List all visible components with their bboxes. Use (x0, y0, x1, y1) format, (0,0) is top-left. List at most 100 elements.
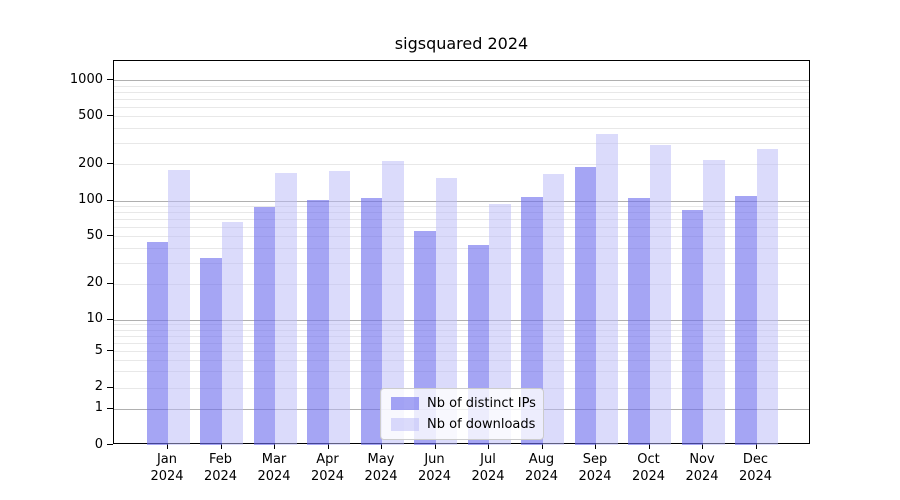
grid-line-minor (114, 226, 809, 228)
x-tick-label: Jul 2024 (471, 452, 505, 484)
y-tick (107, 163, 113, 165)
x-tick-label: Mar 2024 (257, 452, 291, 484)
bar-distinct-ips-nov (681, 209, 703, 445)
grid-line-minor (114, 205, 809, 207)
legend: Nb of distinct IPs Nb of downloads (380, 388, 544, 440)
x-tick-label: Oct 2024 (631, 452, 666, 484)
y-tick-label: 1 (94, 400, 103, 415)
bar-distinct-ips-jan (146, 241, 168, 445)
grid-line-minor (114, 218, 809, 220)
bar-downloads-dec (756, 148, 778, 445)
y-tick (107, 444, 113, 445)
x-tick (274, 444, 275, 449)
x-tick-label: Sep 2024 (578, 452, 612, 484)
bar-distinct-ips-dec (735, 195, 757, 445)
bar-downloads-mar (275, 172, 297, 445)
legend-swatch-downloads (391, 418, 419, 431)
y-tick (107, 115, 113, 117)
legend-label-distinct-ips: Nb of distinct IPs (427, 396, 536, 411)
y-tick-label: 500 (78, 107, 103, 123)
y-tick (107, 386, 113, 388)
x-tick (327, 444, 329, 449)
grid-line-minor (114, 236, 809, 238)
x-tick-label: Apr 2024 (310, 452, 345, 484)
y-tick (107, 318, 113, 320)
y-tick-label: 100 (78, 192, 103, 207)
grid-line-minor (114, 98, 809, 100)
x-tick-label: Aug 2024 (524, 452, 559, 484)
grid-line-major (114, 319, 809, 321)
y-tick-label: 1000 (69, 71, 103, 87)
chart-title: sigsquared 2024 (394, 34, 529, 53)
y-tick-label: 0 (94, 436, 103, 452)
grid-line-minor (114, 335, 809, 337)
legend-label-downloads: Nb of downloads (427, 417, 536, 432)
bar-distinct-ips-mar (253, 207, 275, 445)
x-tick (488, 444, 489, 449)
bar-distinct-ips-feb (200, 257, 222, 445)
grid-line-minor (114, 359, 809, 361)
grid-line-major (114, 80, 809, 81)
grid-line-minor (114, 342, 809, 344)
bar-distinct-ips-apr (307, 199, 329, 445)
x-tick-label: May 2024 (364, 452, 398, 484)
plot-area: Nb of distinct IPs Nb of downloads (113, 60, 810, 445)
y-tick-label: 2 (94, 379, 103, 394)
legend-item-downloads: Nb of downloads (391, 417, 536, 432)
bar-downloads-jun (435, 177, 457, 445)
y-tick-label: 20 (86, 275, 103, 291)
x-tick (167, 444, 168, 449)
bar-downloads-oct (649, 145, 671, 445)
bar-distinct-ips-sep (574, 167, 596, 445)
y-tick-label: 50 (86, 227, 103, 243)
grid-line-minor (114, 212, 809, 213)
x-tick (541, 444, 543, 449)
grid-line-minor (114, 324, 809, 326)
bar-downloads-feb (221, 222, 243, 445)
grid-line-major (114, 200, 809, 202)
y-tick (107, 350, 113, 351)
bar-downloads-apr (328, 170, 350, 445)
x-tick (702, 444, 703, 449)
bar-downloads-sep (596, 134, 618, 445)
grid-line-minor (114, 247, 809, 249)
x-tick-label: Nov 2024 (685, 452, 719, 484)
x-tick (648, 444, 650, 449)
bar-downloads-aug (542, 173, 564, 445)
grid-line-minor (114, 371, 809, 373)
bar-distinct-ips-may (360, 197, 382, 445)
x-tick-label: Dec 2024 (738, 452, 773, 484)
grid-line-minor (114, 329, 809, 331)
grid-line-minor (114, 106, 809, 108)
bar-downloads-jul (489, 204, 511, 445)
y-tick-label: 10 (86, 311, 103, 326)
x-tick (381, 444, 382, 449)
grid-line-minor (114, 351, 809, 352)
x-tick (434, 444, 436, 449)
y-tick (107, 79, 113, 80)
y-tick-label: 5 (94, 342, 103, 358)
x-tick-label: Jun 2024 (417, 452, 452, 484)
grid-line-minor (114, 128, 809, 129)
x-tick-label: Feb 2024 (203, 452, 238, 484)
bar-downloads-nov (703, 160, 725, 445)
bar-distinct-ips-oct (628, 198, 650, 445)
y-tick (107, 235, 113, 237)
grid-line-minor (114, 143, 809, 144)
legend-swatch-distinct-ips (391, 397, 419, 410)
grid-line-minor (114, 283, 809, 285)
x-tick (595, 444, 596, 449)
grid-line-minor (114, 116, 809, 118)
bar-downloads-jan (168, 169, 190, 445)
x-tick (220, 444, 222, 449)
x-tick-label: Jan 2024 (150, 452, 184, 484)
y-tick (107, 199, 113, 201)
grid-line-minor (114, 262, 809, 264)
grid-line-minor (114, 164, 809, 166)
bar-distinct-ips-aug (521, 196, 543, 445)
y-tick-label: 200 (78, 155, 103, 171)
y-tick (107, 282, 113, 284)
grid-line-minor (114, 85, 809, 87)
y-tick (107, 407, 113, 409)
